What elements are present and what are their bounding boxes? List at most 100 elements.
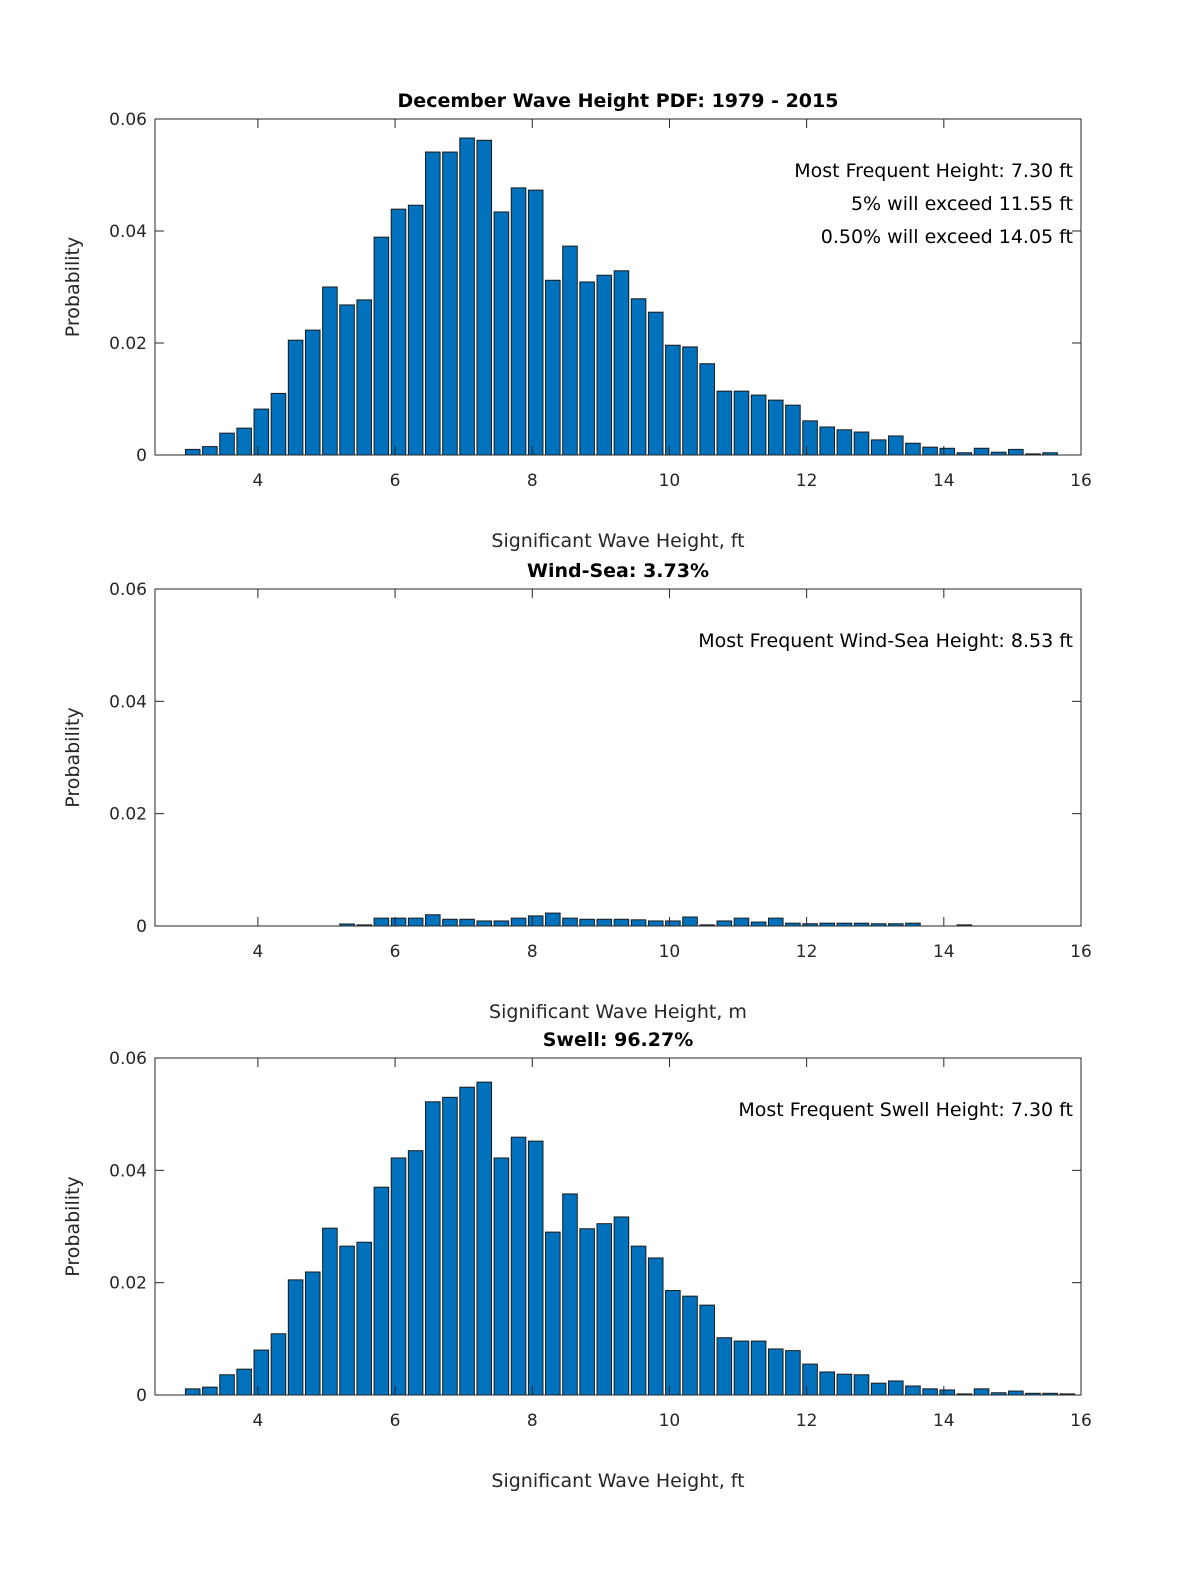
bar xyxy=(407,1150,424,1396)
bar xyxy=(442,1096,458,1396)
bar xyxy=(322,286,338,456)
bar xyxy=(510,187,527,456)
bar xyxy=(545,912,561,927)
bar xyxy=(270,1333,287,1396)
bar xyxy=(819,426,835,456)
bar xyxy=(493,920,510,927)
x-tick-label: 16 xyxy=(1070,1411,1092,1431)
x-tick-label: 4 xyxy=(252,942,263,962)
bar xyxy=(562,917,578,927)
bar xyxy=(750,921,767,927)
x-tick-label: 10 xyxy=(659,1411,681,1431)
bar xyxy=(647,1257,664,1396)
bar xyxy=(716,920,733,927)
x-tick-label: 14 xyxy=(933,942,955,962)
bar xyxy=(527,915,544,927)
bar xyxy=(287,339,304,456)
bar xyxy=(922,446,938,456)
bar xyxy=(493,1157,510,1396)
bar xyxy=(870,439,887,456)
y-axis-label: Probability xyxy=(62,707,84,807)
x-tick-label: 4 xyxy=(252,471,263,491)
y-tick-label: 0 xyxy=(136,1386,147,1406)
bar xyxy=(425,151,441,456)
bar xyxy=(665,1290,681,1396)
bar xyxy=(493,211,510,456)
bar xyxy=(527,189,544,456)
annotation: 0.50% will exceed 14.05 ft xyxy=(821,226,1073,248)
bar xyxy=(733,917,750,927)
bar xyxy=(476,920,493,927)
bar xyxy=(682,1295,698,1396)
y-axis-label: Probability xyxy=(62,237,84,337)
bar xyxy=(562,245,578,456)
x-tick-label: 8 xyxy=(527,1411,538,1431)
bar xyxy=(219,432,235,456)
bar xyxy=(184,1388,201,1396)
bar xyxy=(579,918,595,927)
bar xyxy=(545,1231,561,1396)
bar xyxy=(613,1216,630,1396)
bar xyxy=(184,448,201,456)
bar xyxy=(888,435,904,456)
bar xyxy=(339,304,355,456)
x-axis-label: Significant Wave Height, ft xyxy=(491,1470,744,1492)
bar xyxy=(236,1368,252,1396)
chart-title: Wind-Sea: 3.73% xyxy=(527,560,709,582)
bar xyxy=(510,1136,527,1396)
chart-title: Swell: 96.27% xyxy=(543,1029,694,1051)
y-tick-label: 0.02 xyxy=(109,1274,147,1294)
bar xyxy=(1008,1390,1024,1396)
bar xyxy=(253,1349,270,1396)
x-tick-label: 6 xyxy=(390,942,401,962)
bar xyxy=(510,917,527,927)
bar xyxy=(853,1374,870,1396)
bar xyxy=(390,1157,407,1396)
bar xyxy=(699,363,715,456)
bar xyxy=(287,1279,304,1396)
bar xyxy=(939,447,956,456)
bar xyxy=(407,917,424,927)
y-tick-label: 0.06 xyxy=(109,580,147,600)
x-tick-label: 14 xyxy=(933,1411,955,1431)
bar xyxy=(579,1228,595,1396)
bar xyxy=(459,137,475,456)
y-axis-label: Probability xyxy=(62,1176,84,1276)
bar xyxy=(647,311,664,456)
bar xyxy=(767,1348,784,1396)
bar xyxy=(905,1385,921,1396)
bar xyxy=(322,1227,338,1396)
bar xyxy=(819,1371,835,1396)
bar xyxy=(390,208,407,456)
bar xyxy=(304,1271,321,1396)
bar xyxy=(853,431,870,456)
bar xyxy=(476,139,493,456)
bar xyxy=(750,394,767,456)
bar xyxy=(802,420,818,456)
bar xyxy=(613,918,630,927)
bar xyxy=(270,392,287,456)
bar xyxy=(836,1373,853,1396)
bar xyxy=(545,279,561,456)
x-tick-label: 14 xyxy=(933,471,955,491)
y-tick-label: 0.04 xyxy=(109,692,147,712)
bar xyxy=(699,1304,715,1396)
bar xyxy=(219,1374,235,1396)
bar xyxy=(356,1241,372,1396)
bar xyxy=(596,1223,613,1396)
chart-title: December Wave Height PDF: 1979 - 2015 xyxy=(398,90,839,112)
x-tick-label: 6 xyxy=(390,1411,401,1431)
bar xyxy=(339,1245,355,1396)
y-tick-label: 0.06 xyxy=(109,1049,147,1069)
y-tick-label: 0.02 xyxy=(109,805,147,825)
bar xyxy=(767,399,784,456)
x-tick-label: 16 xyxy=(1070,942,1092,962)
subplot-3: 4 6 8 10 12 14 16 0 0.02 0.04 0.06 Swell: 96.27% Sig… xyxy=(62,1029,1092,1492)
bar xyxy=(888,1380,904,1396)
bar xyxy=(613,270,630,456)
x-axis-label: Significant Wave Height, ft xyxy=(491,530,744,552)
bar xyxy=(682,346,698,456)
bar xyxy=(459,1086,475,1396)
bar xyxy=(802,1363,818,1396)
